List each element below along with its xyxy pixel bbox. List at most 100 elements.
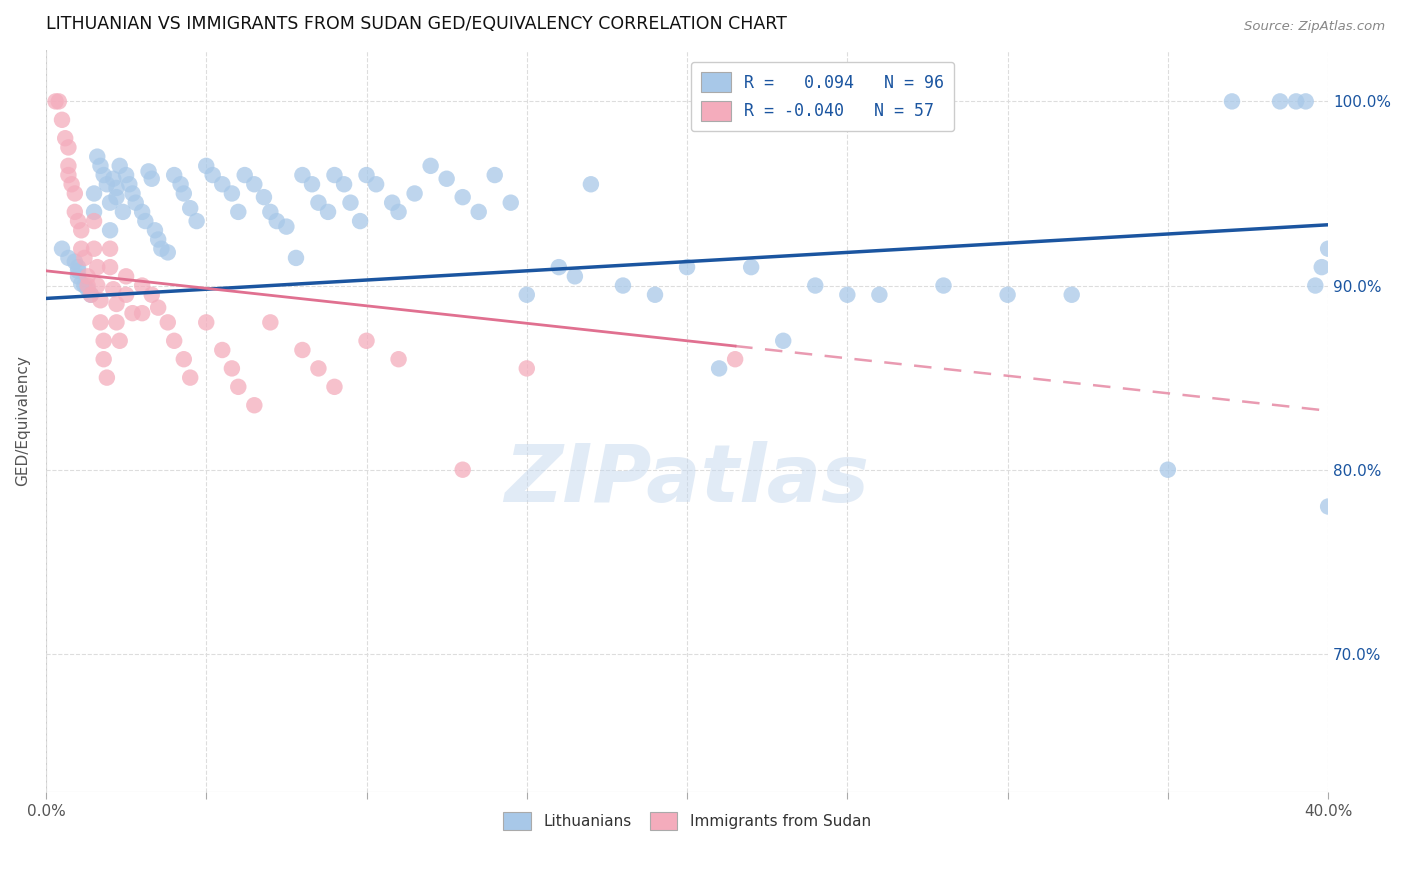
Point [285, 251, 308, 265]
Point [233, 168, 256, 182]
Point [60, 178, 83, 192]
Point [339, 195, 361, 210]
Point [108, 159, 131, 173]
Point [179, 201, 201, 215]
Point [115, 287, 138, 301]
Point [80, 287, 103, 301]
Point [307, 195, 329, 210]
Point [451, 463, 474, 477]
Point [83, 186, 105, 201]
Point [115, 168, 138, 182]
Point [316, 205, 339, 219]
Point [173, 352, 195, 367]
Text: Source: ZipAtlas.com: Source: ZipAtlas.com [1244, 20, 1385, 33]
Point [111, 205, 134, 219]
Point [76, 278, 98, 293]
Point [89, 315, 111, 329]
Point [73, 278, 96, 293]
Point [579, 178, 602, 192]
Y-axis label: GED/Equivalency: GED/Equivalency [15, 355, 30, 486]
Point [103, 171, 125, 186]
Point [436, 171, 458, 186]
Point [73, 251, 96, 265]
Point [53, 131, 76, 145]
Point [80, 287, 103, 301]
Point [1317, 242, 1340, 256]
Point [169, 178, 191, 192]
Point [58, 251, 80, 265]
Point [1157, 463, 1180, 477]
Point [644, 287, 666, 301]
Point [387, 205, 409, 219]
Point [83, 242, 105, 256]
Point [301, 178, 323, 192]
Point [547, 260, 569, 274]
Point [86, 278, 108, 293]
Point [156, 315, 179, 329]
Point [349, 214, 371, 228]
Point [276, 219, 298, 234]
Point [226, 380, 249, 394]
Point [1285, 95, 1308, 109]
Point [143, 223, 166, 237]
Point [266, 214, 288, 228]
Point [1295, 95, 1317, 109]
Point [125, 195, 148, 210]
Point [186, 214, 208, 228]
Point [48, 95, 70, 109]
Point [76, 269, 98, 284]
Point [333, 178, 356, 192]
Point [195, 315, 218, 329]
Point [676, 260, 699, 274]
Point [96, 370, 118, 384]
Point [356, 334, 378, 348]
Point [1317, 500, 1340, 514]
Point [66, 264, 89, 278]
Point [58, 168, 80, 182]
Point [499, 195, 522, 210]
Point [63, 254, 86, 268]
Point [381, 195, 404, 210]
Point [66, 269, 89, 284]
Point [259, 205, 281, 219]
Point [86, 260, 108, 274]
Point [163, 168, 186, 182]
Point [83, 214, 105, 228]
Point [121, 306, 143, 320]
Point [70, 277, 93, 291]
Point [96, 178, 118, 192]
Point [201, 168, 224, 182]
Point [419, 159, 441, 173]
Point [1060, 287, 1083, 301]
Point [98, 195, 121, 210]
Point [105, 190, 128, 204]
Text: ZIPatlas: ZIPatlas [505, 442, 869, 519]
Point [612, 278, 634, 293]
Point [58, 159, 80, 173]
Point [83, 205, 105, 219]
Point [323, 380, 346, 394]
Point [226, 205, 249, 219]
Point [131, 205, 153, 219]
Point [516, 361, 538, 376]
Point [740, 260, 762, 274]
Point [307, 361, 329, 376]
Point [467, 205, 489, 219]
Point [997, 287, 1019, 301]
Point [118, 178, 141, 192]
Point [707, 361, 730, 376]
Point [93, 334, 115, 348]
Point [516, 287, 538, 301]
Point [243, 178, 266, 192]
Point [156, 245, 179, 260]
Point [451, 190, 474, 204]
Point [804, 278, 827, 293]
Point [134, 214, 156, 228]
Point [837, 287, 859, 301]
Point [356, 168, 378, 182]
Point [387, 352, 409, 367]
Point [253, 190, 276, 204]
Point [221, 186, 243, 201]
Point [868, 287, 890, 301]
Point [173, 186, 195, 201]
